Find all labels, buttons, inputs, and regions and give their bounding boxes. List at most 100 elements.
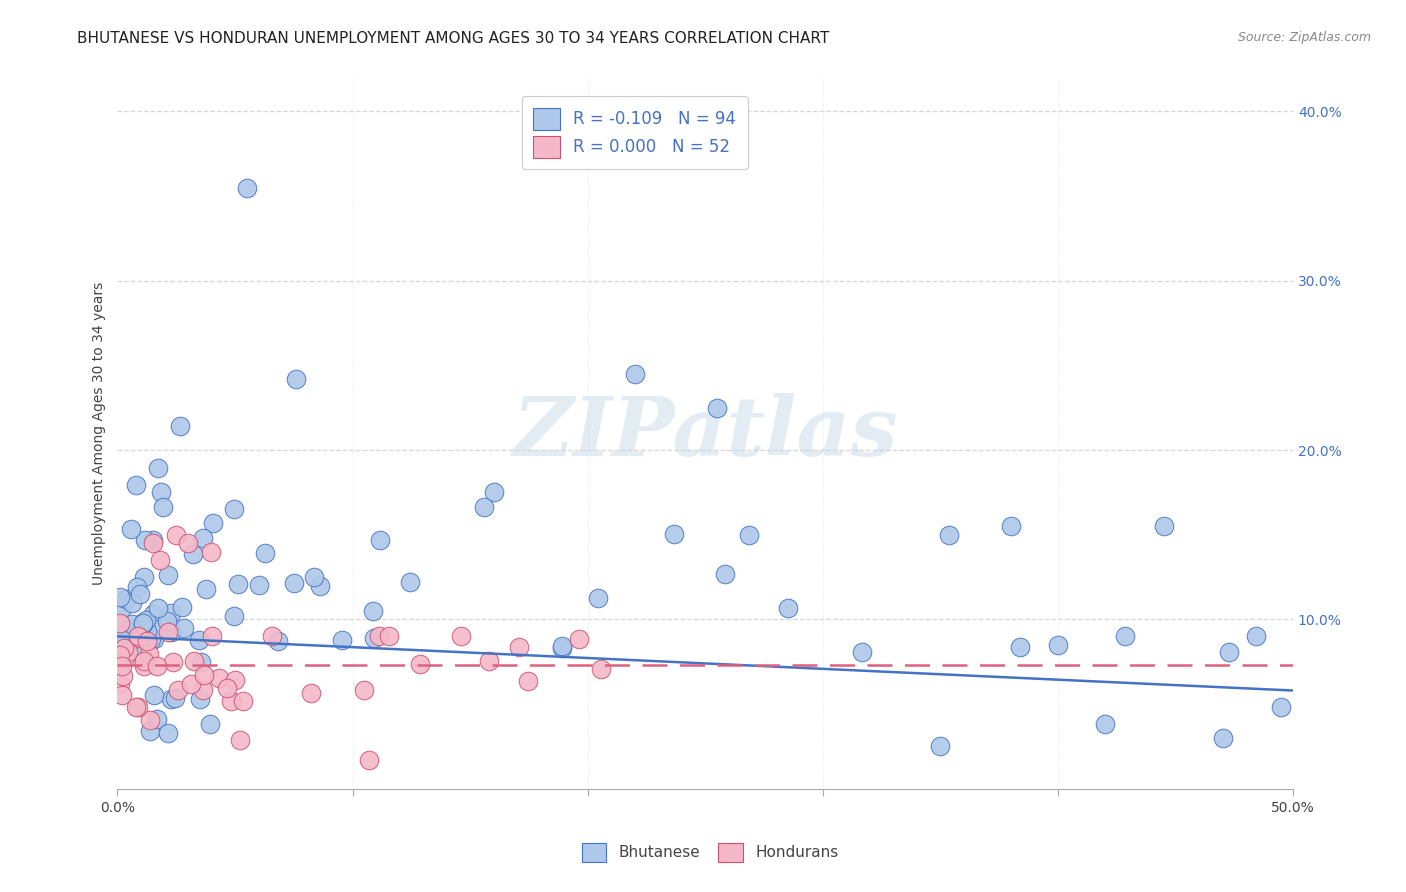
- Point: [132, 617, 155, 632]
- Point: [450, 629, 472, 643]
- Point: [267, 633, 290, 648]
- Point: [1008, 640, 1031, 654]
- Point: [125, 621, 148, 635]
- Point: [139, 723, 162, 738]
- Point: [938, 527, 960, 541]
- Point: [152, 500, 174, 514]
- Point: [111, 669, 134, 683]
- Point: [162, 655, 184, 669]
- Point: [132, 615, 155, 630]
- Point: [108, 676, 131, 690]
- Point: [134, 654, 156, 668]
- Point: [114, 651, 136, 665]
- Point: [260, 629, 283, 643]
- Point: [142, 533, 165, 547]
- Point: [472, 500, 495, 514]
- Point: [114, 644, 136, 658]
- Point: [167, 682, 190, 697]
- Point: [195, 582, 218, 596]
- Y-axis label: Unemployment Among Ages 30 to 34 years: Unemployment Among Ages 30 to 34 years: [93, 282, 107, 585]
- Point: [125, 699, 148, 714]
- Point: [482, 485, 505, 500]
- Point: [181, 548, 204, 562]
- Point: [111, 600, 134, 615]
- Point: [117, 645, 139, 659]
- Point: [1212, 731, 1234, 745]
- Point: [146, 712, 169, 726]
- Point: [115, 591, 138, 606]
- Point: [188, 692, 211, 706]
- Point: [361, 604, 384, 618]
- Point: [193, 531, 215, 545]
- Point: [1153, 519, 1175, 533]
- Point: [108, 656, 131, 670]
- Point: [851, 645, 873, 659]
- Point: [136, 633, 159, 648]
- Point: [367, 629, 389, 643]
- Point: [157, 726, 180, 740]
- Point: [198, 717, 221, 731]
- Point: [160, 692, 183, 706]
- Point: [125, 478, 148, 492]
- Point: [173, 621, 195, 635]
- Point: [180, 677, 202, 691]
- Point: [299, 686, 322, 700]
- Point: [550, 641, 572, 656]
- Point: [110, 688, 132, 702]
- Point: [141, 632, 163, 646]
- Point: [108, 616, 131, 631]
- Point: [202, 516, 225, 531]
- Point: [157, 568, 180, 582]
- Point: [193, 683, 215, 698]
- Point: [165, 527, 187, 541]
- Point: [776, 600, 799, 615]
- Point: [157, 625, 180, 640]
- Legend: Bhutanese, Hondurans: Bhutanese, Hondurans: [575, 837, 845, 868]
- Point: [142, 688, 165, 702]
- Point: [588, 591, 610, 605]
- Point: [236, 180, 259, 194]
- Point: [399, 574, 422, 589]
- Point: [363, 631, 385, 645]
- Point: [623, 367, 645, 381]
- Point: [224, 673, 246, 687]
- Point: [208, 671, 231, 685]
- Point: [226, 577, 249, 591]
- Point: [254, 546, 277, 560]
- Point: [142, 536, 165, 550]
- Point: [377, 629, 399, 643]
- Point: [353, 682, 375, 697]
- Point: [121, 596, 143, 610]
- Point: [121, 625, 143, 640]
- Point: [302, 570, 325, 584]
- Point: [217, 681, 239, 695]
- Point: [188, 632, 211, 647]
- Point: [139, 713, 162, 727]
- Point: [190, 655, 212, 669]
- Point: [111, 658, 134, 673]
- Text: Source: ZipAtlas.com: Source: ZipAtlas.com: [1237, 31, 1371, 45]
- Point: [222, 608, 245, 623]
- Point: [591, 662, 613, 676]
- Point: [110, 629, 132, 643]
- Point: [128, 587, 150, 601]
- Point: [127, 580, 149, 594]
- Point: [193, 668, 215, 682]
- Point: [143, 622, 166, 636]
- Point: [124, 639, 146, 653]
- Point: [738, 527, 761, 541]
- Point: [163, 691, 186, 706]
- Point: [146, 460, 169, 475]
- Point: [142, 607, 165, 622]
- Point: [121, 617, 143, 632]
- Point: [714, 567, 737, 582]
- Point: [1114, 629, 1136, 643]
- Point: [169, 419, 191, 434]
- Point: [408, 657, 430, 672]
- Point: [309, 578, 332, 592]
- Point: [160, 624, 183, 639]
- Point: [134, 658, 156, 673]
- Point: [1218, 645, 1240, 659]
- Legend: R = -0.109   N = 94, R = 0.000   N = 52: R = -0.109 N = 94, R = 0.000 N = 52: [522, 96, 748, 169]
- Point: [551, 639, 574, 653]
